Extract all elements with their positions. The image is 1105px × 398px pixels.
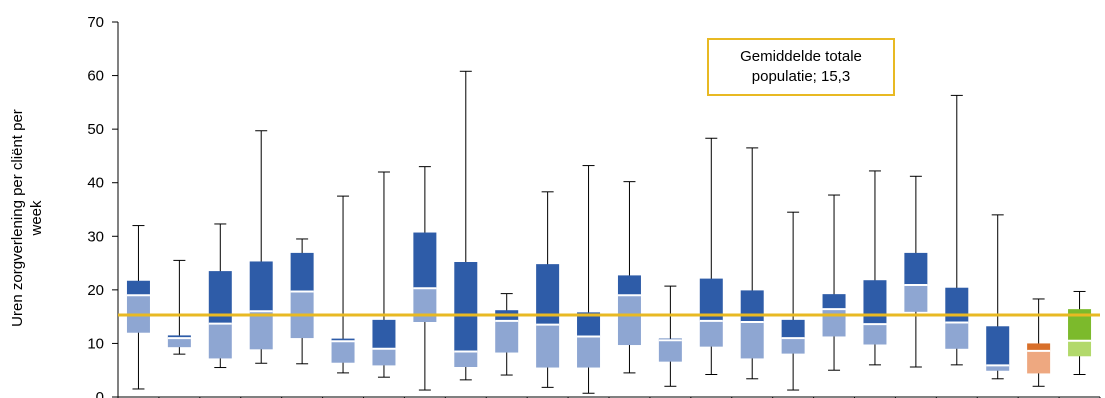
annotation-box: Gemiddelde totale populatie; 15,3 [707, 38, 895, 96]
box-7 [372, 171, 396, 378]
box-lower-segment [822, 309, 846, 337]
box-18 [822, 194, 846, 371]
y-axis-title: Uren zorgverlening per cliënt per week [9, 109, 45, 327]
box-upper-segment [249, 261, 273, 312]
box-lower-segment [863, 324, 887, 345]
y-tick-label: 50 [87, 121, 104, 138]
box-20 [904, 175, 928, 368]
y-tick-label: 70 [87, 14, 104, 31]
box-lower-segment [658, 340, 682, 362]
box-upper-segment [331, 338, 355, 342]
box-19 [863, 170, 887, 366]
box-upper-segment [208, 271, 232, 324]
box-15 [699, 137, 723, 375]
box-lower-segment [577, 336, 601, 368]
box-upper-segment [1068, 309, 1092, 341]
box-lower-segment [986, 365, 1010, 371]
box-13 [617, 181, 641, 374]
box-17 [781, 211, 805, 391]
box-lower-segment [740, 322, 764, 359]
box-lower-segment [331, 341, 355, 363]
box-8 [413, 166, 437, 391]
box-lower-segment [249, 311, 273, 350]
box-9 [454, 70, 478, 381]
box-upper-segment [740, 290, 764, 322]
box-10 [495, 293, 519, 376]
box-lower-segment [699, 320, 723, 347]
box-upper-segment [617, 275, 641, 296]
box-2 [167, 259, 191, 355]
box-22 [986, 214, 1010, 380]
box-upper-segment [863, 280, 887, 325]
box-lower-segment [781, 338, 805, 354]
y-axis: 0 10 20 30 40 50 60 70 [87, 14, 119, 398]
box-lower-segment [413, 288, 437, 322]
box-upper-segment [781, 319, 805, 339]
box-12 [577, 165, 601, 394]
box-4 [249, 130, 273, 364]
box-upper-segment [413, 232, 437, 289]
box-upper-segment [1027, 343, 1051, 351]
annotation-line-2: populatie; 15,3 [751, 68, 851, 85]
y-tick-label: 0 [96, 389, 104, 398]
y-axis-title-line-2: week [28, 200, 45, 237]
box-5 [290, 238, 314, 365]
box-lower-segment [945, 322, 969, 349]
y-tick-label: 40 [87, 175, 104, 192]
y-tick-label: 60 [87, 68, 104, 85]
box-14 [658, 285, 682, 387]
y-axis-title-line-1: Uren zorgverlening per cliënt per [9, 109, 26, 327]
box-lower-segment [167, 338, 191, 348]
box-lower-segment [454, 351, 478, 367]
box-11 [536, 191, 560, 388]
box-lower-segment [208, 323, 232, 359]
box-upper-segment [372, 319, 396, 349]
box-lower-segment [1027, 350, 1051, 374]
annotation-line-1: Gemiddelde totale [740, 48, 862, 65]
box-upper-segment [699, 278, 723, 321]
box-3 [208, 223, 232, 369]
box-series [126, 70, 1092, 394]
box-16 [740, 147, 764, 380]
y-tick-label: 30 [87, 228, 104, 245]
box-upper-segment [454, 262, 478, 352]
box-lower-segment [495, 320, 519, 353]
box-lower-segment [904, 285, 928, 312]
box-lower-segment [1068, 340, 1092, 357]
box-upper-segment [822, 294, 846, 310]
box-upper-segment [904, 252, 928, 286]
box-upper-segment [126, 280, 150, 296]
box-upper-segment [167, 335, 191, 339]
box-upper-segment [945, 287, 969, 323]
box-upper-segment [290, 252, 314, 292]
box-lower-segment [617, 295, 641, 346]
box-6 [331, 195, 355, 374]
box-24 [1068, 290, 1092, 375]
box-upper-segment [986, 326, 1010, 366]
box-lower-segment [536, 324, 560, 368]
box-lower-segment [372, 348, 396, 366]
box-upper-segment [536, 264, 560, 325]
y-tick-label: 10 [87, 335, 104, 352]
y-tick-label: 20 [87, 282, 104, 299]
box-1 [126, 225, 150, 390]
box-21 [945, 94, 969, 366]
box-23 [1027, 298, 1051, 387]
box-upper-segment [577, 312, 601, 337]
x-axis: 123456789101112131415161718192021222324 [117, 396, 1101, 398]
